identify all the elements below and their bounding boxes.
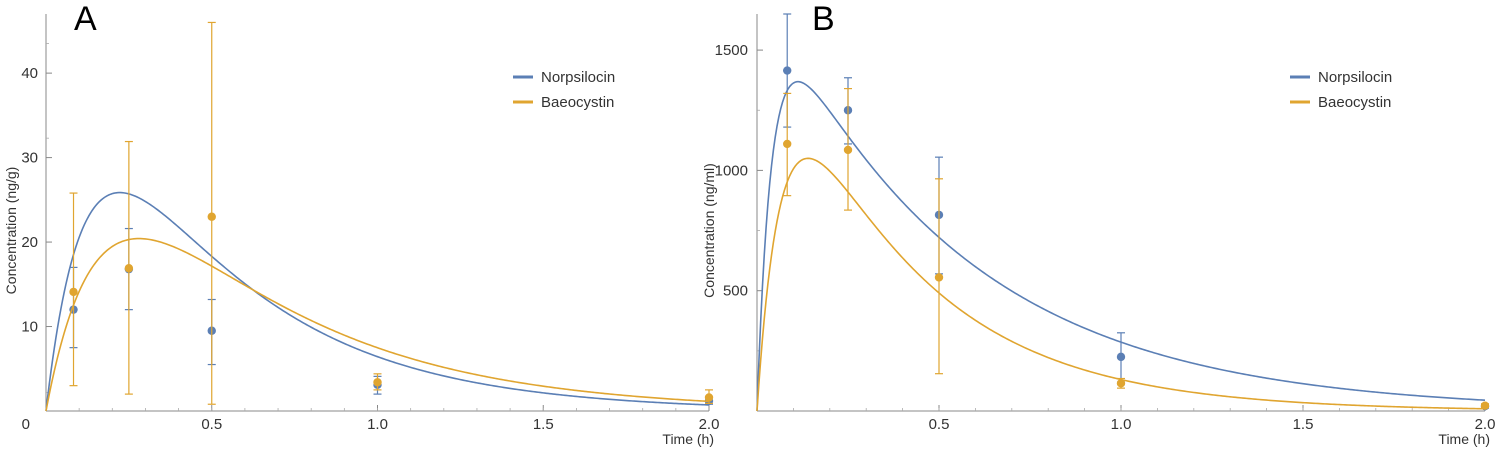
legend-label: Norpsilocin — [1318, 69, 1392, 86]
chart-panel-b: B 0.5 1.0 1.5 2.0 500 1000 1500 Time (h) Concentr… — [701, 0, 1495, 447]
x-tick-label: 1.0 — [367, 416, 388, 433]
y-axis-label: Concentration (ng/ml) — [701, 163, 717, 298]
series-baeocystin — [45, 21, 714, 412]
x-tick-label: 0.5 — [201, 416, 222, 433]
chart-panel-a: A 0.5 1.0 1.5 2.0 0 10 20 30 40 Time (h) Concentrat… — [3, 0, 719, 447]
data-point — [124, 264, 134, 273]
data-point — [783, 66, 792, 75]
series-baeocystin — [756, 87, 1490, 412]
data-point — [1116, 352, 1126, 362]
y-tick-label: 0 — [22, 416, 30, 433]
data-point — [1480, 401, 1490, 410]
data-point — [843, 145, 853, 155]
x-tick-label: 1.5 — [533, 416, 554, 433]
series-norpsilocin — [45, 191, 714, 412]
data-point — [373, 378, 382, 387]
data-point — [207, 212, 216, 221]
data-point — [1116, 379, 1126, 388]
data-point — [934, 273, 944, 282]
data-point — [69, 287, 78, 297]
legend-label: Norpsilocin — [541, 69, 615, 86]
legend-label: Baeocystin — [541, 94, 614, 111]
y-tick-label: 40 — [21, 65, 38, 82]
x-tick-label: 1.0 — [1111, 416, 1132, 433]
y-tick-label: 1500 — [715, 42, 748, 59]
x-tick-label: 2.0 — [1475, 416, 1496, 433]
x-tick-label: 0.5 — [929, 416, 950, 433]
legend-label: Baeocystin — [1318, 94, 1391, 111]
x-tick-label: 2.0 — [699, 416, 720, 433]
panel-letter: A — [74, 0, 97, 38]
y-axis-label: Concentration (ng/g) — [3, 167, 19, 295]
fit-curve — [45, 237, 710, 412]
y-tick-label: 30 — [21, 150, 38, 167]
y-tick-label: 1000 — [715, 162, 748, 179]
data-point — [783, 139, 792, 149]
x-axis-label: Time (h) — [662, 431, 714, 447]
y-tick-label: 10 — [21, 319, 38, 336]
x-tick-label: 1.5 — [1293, 416, 1314, 433]
data-point — [704, 393, 714, 402]
x-axis-label: Time (h) — [1438, 431, 1490, 447]
panel-letter: B — [812, 0, 835, 38]
y-tick-label: 20 — [21, 234, 38, 251]
y-tick-label: 500 — [723, 283, 748, 300]
fit-curve — [45, 191, 710, 412]
